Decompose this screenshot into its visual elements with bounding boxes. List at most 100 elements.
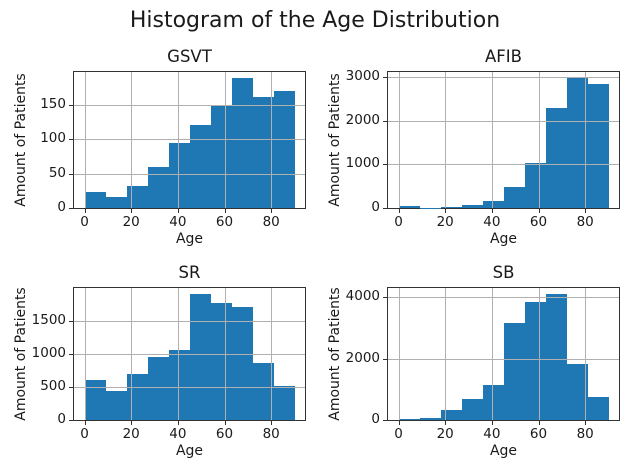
x-tick-label: 20 <box>122 426 140 442</box>
hist-bar-sb <box>440 409 462 420</box>
x-tick-label: 20 <box>436 214 454 230</box>
x-tick-mark <box>538 209 540 213</box>
x-tick-mark <box>271 209 273 213</box>
hist-bar-sb <box>524 301 546 420</box>
y-tick-label: 100 <box>40 130 66 147</box>
x-tick-mark <box>585 421 587 425</box>
gridline <box>538 72 540 208</box>
gridline <box>131 72 133 208</box>
hist-bar-gsvt <box>105 196 127 208</box>
x-tick-mark <box>491 421 493 425</box>
x-axis-label-sb: Age <box>489 443 518 459</box>
gridline <box>224 72 226 208</box>
x-tick-label: 40 <box>483 426 501 442</box>
y-tick-mark <box>383 208 387 209</box>
hist-bar-sb <box>419 417 441 420</box>
hist-bar-sr <box>231 306 253 420</box>
x-tick-label: 40 <box>169 214 187 230</box>
x-tick-mark <box>398 421 400 425</box>
hist-bar-gsvt <box>168 142 190 208</box>
gridline <box>84 72 86 208</box>
y-tick-mark <box>383 420 387 421</box>
x-tick-mark <box>491 209 493 213</box>
y-tick-label: 1000 <box>31 345 66 361</box>
y-tick-label: 2000 <box>345 349 380 366</box>
hist-bar-sr <box>273 385 295 420</box>
gridline <box>445 288 447 420</box>
subplot-title-sb: SB <box>492 263 515 282</box>
y-axis-label-afib: Amount of Patients <box>327 73 343 207</box>
x-tick-mark <box>585 209 587 213</box>
hist-bar-sr <box>252 362 274 420</box>
hist-bar-sr <box>126 373 148 420</box>
y-axis-label-sr: Amount of Patients <box>13 287 29 421</box>
y-tick-mark <box>383 120 387 122</box>
x-tick-mark <box>84 209 86 213</box>
gridline <box>388 120 619 122</box>
gridline <box>177 72 179 208</box>
x-tick-label: 60 <box>215 214 234 230</box>
gridline <box>398 288 400 420</box>
x-tick-mark <box>271 421 273 425</box>
x-tick-label: 80 <box>262 426 280 442</box>
gridline <box>84 288 86 420</box>
x-tick-label: 60 <box>215 426 234 442</box>
x-tick-mark <box>224 209 226 213</box>
gridline <box>538 288 540 420</box>
x-tick-mark <box>224 421 226 425</box>
x-tick-mark <box>84 421 86 425</box>
y-tick-mark <box>383 76 387 78</box>
gridline <box>74 173 305 175</box>
y-tick-mark <box>383 297 387 299</box>
x-tick-label: 80 <box>576 426 594 442</box>
y-tick-label: 1000 <box>345 155 380 172</box>
y-tick-mark <box>69 139 73 141</box>
hist-bar-afib <box>503 187 525 208</box>
gridline <box>491 72 493 208</box>
subplot-title-gsvt: GSVT <box>167 47 212 66</box>
x-tick-label: 40 <box>483 214 501 230</box>
y-tick-mark <box>69 173 73 175</box>
y-tick-label: 0 <box>371 411 380 427</box>
x-tick-label: 80 <box>576 214 594 230</box>
hist-bar-gsvt <box>210 105 232 208</box>
y-axis-label-sb: Amount of Patients <box>327 287 343 421</box>
y-tick-label: 0 <box>371 199 380 215</box>
x-axis-label-afib: Age <box>489 231 518 247</box>
gridline <box>74 387 305 388</box>
hist-bar-gsvt <box>84 192 106 208</box>
y-tick-label: 2000 <box>345 111 380 128</box>
gridline <box>491 288 493 420</box>
hist-bar-gsvt <box>189 124 211 208</box>
gridline <box>177 288 179 420</box>
hist-bar-sr <box>105 390 127 420</box>
hist-bar-gsvt <box>273 90 295 208</box>
gridline <box>74 354 305 355</box>
gridline <box>131 288 133 420</box>
y-tick-label: 500 <box>40 378 66 394</box>
x-tick-mark <box>445 209 447 213</box>
hist-bar-afib <box>440 206 462 208</box>
x-tick-label: 0 <box>394 426 403 442</box>
hist-bar-sr <box>147 356 169 420</box>
gridline <box>398 72 400 208</box>
y-tick-label: 0 <box>57 411 66 427</box>
gridline <box>388 76 619 78</box>
x-tick-label: 40 <box>169 426 187 442</box>
figure-suptitle: Histogram of the Age Distribution <box>129 8 501 33</box>
hist-bar-sb <box>545 294 567 420</box>
x-axis-label-gsvt: Age <box>175 231 204 247</box>
y-tick-mark <box>383 164 387 166</box>
gridline <box>445 72 447 208</box>
x-tick-label: 0 <box>394 214 403 230</box>
x-tick-label: 20 <box>122 214 140 230</box>
y-tick-mark <box>69 104 73 106</box>
gridline <box>585 288 587 420</box>
hist-bar-afib <box>587 84 609 208</box>
y-tick-mark <box>69 208 73 209</box>
gridline <box>388 297 619 299</box>
y-tick-label: 4000 <box>345 288 380 305</box>
gridline <box>74 139 305 141</box>
y-tick-label: 50 <box>48 164 66 181</box>
